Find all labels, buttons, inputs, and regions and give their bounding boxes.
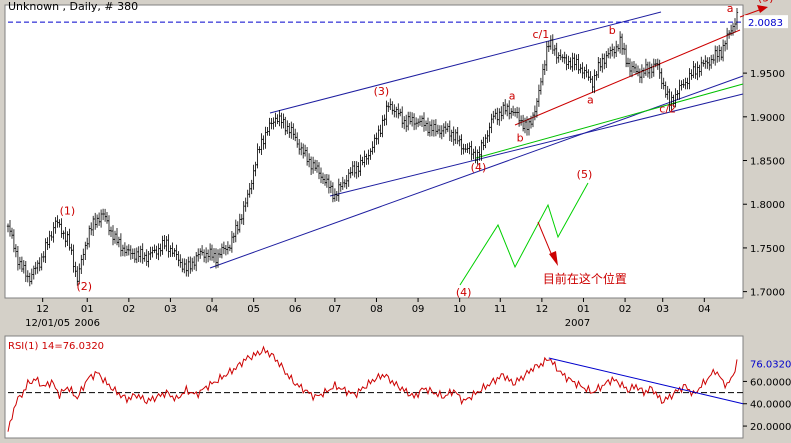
price-axis-label: 1.9000 <box>750 113 785 124</box>
rsi-trendline <box>548 357 744 405</box>
price-axis-label: 1.8500 <box>750 157 785 168</box>
price-axis-label: 1.7500 <box>750 244 785 255</box>
x-axis-month-label: 07 <box>328 304 341 315</box>
support-line <box>329 93 744 197</box>
rsi-axis-label: 60.0000 <box>750 377 791 388</box>
upper-channel-line <box>269 11 662 114</box>
x-axis-month-label: 06 <box>289 304 302 315</box>
x-axis-year-label: 12/01/05 <box>25 318 70 329</box>
price-bars <box>6 8 739 287</box>
price-axis-label: 1.9500 <box>750 69 785 80</box>
rsi-label: RSI(1) 14=76.0320 <box>8 341 104 352</box>
wave-label: (4) <box>471 161 487 174</box>
lower-channel-line <box>209 75 744 269</box>
wave-label: (5) <box>577 168 593 181</box>
x-axis-month-label: 01 <box>81 304 94 315</box>
wave-label: b <box>517 131 524 144</box>
price-panel <box>4 4 744 299</box>
x-axis-month-label: 02 <box>122 304 135 315</box>
x-axis-month-label: 02 <box>619 304 632 315</box>
x-axis-year-label: 2007 <box>565 318 590 329</box>
wave-label: c/2 <box>659 102 676 115</box>
rsi-panel <box>4 335 744 439</box>
wave-label: c/1 <box>533 28 550 41</box>
last-price-label: 2.0083 <box>748 18 783 29</box>
wave-label: (1) <box>60 205 76 218</box>
rsi-last-value: 76.0320 <box>750 360 791 371</box>
projected-wave-zigzag <box>459 182 589 286</box>
target-arrow <box>739 5 768 18</box>
x-axis-month-label: 12 <box>536 304 549 315</box>
price-axis-label: 1.8000 <box>750 200 785 211</box>
wave-label: a <box>587 94 594 107</box>
green-trendline <box>475 83 744 159</box>
x-axis-month-label: 05 <box>247 304 260 315</box>
red-trendline <box>514 29 741 126</box>
x-axis-month-label: 01 <box>577 304 590 315</box>
x-axis-month-label: 03 <box>656 304 669 315</box>
x-axis-month-label: 11 <box>494 304 507 315</box>
last-price-tag <box>744 15 788 29</box>
rsi-axis-label: 40.0000 <box>750 400 791 411</box>
trendlines <box>209 11 744 269</box>
x-axis-month-label: 10 <box>453 304 466 315</box>
x-axis-year-label: 2006 <box>75 318 100 329</box>
rsi-axis-label: 20.0000 <box>750 422 791 433</box>
annotation-text: 目前在这个位置 <box>543 271 627 286</box>
x-axis-month-label: 04 <box>698 304 711 315</box>
wave-label: a <box>727 2 734 15</box>
wave-label: (2) <box>76 280 92 293</box>
x-axis-month-label: 04 <box>206 304 219 315</box>
price-axis-label: 1.7000 <box>750 288 785 299</box>
wave-label: (4) <box>456 286 472 299</box>
x-axis-month-label: 03 <box>164 304 177 315</box>
wave-label: a <box>509 89 516 102</box>
rsi-line <box>7 345 738 432</box>
x-axis-month-label: 08 <box>370 304 383 315</box>
wave-label: (3) <box>374 85 390 98</box>
annotation-arrow <box>537 221 558 266</box>
wave-label: b <box>609 24 616 37</box>
chart-title: Unknown , Daily, # 380 <box>8 0 138 13</box>
x-axis-month-label: 09 <box>412 304 425 315</box>
x-axis-month-label: 12 <box>36 304 49 315</box>
wave-label: (5) <box>758 0 774 4</box>
